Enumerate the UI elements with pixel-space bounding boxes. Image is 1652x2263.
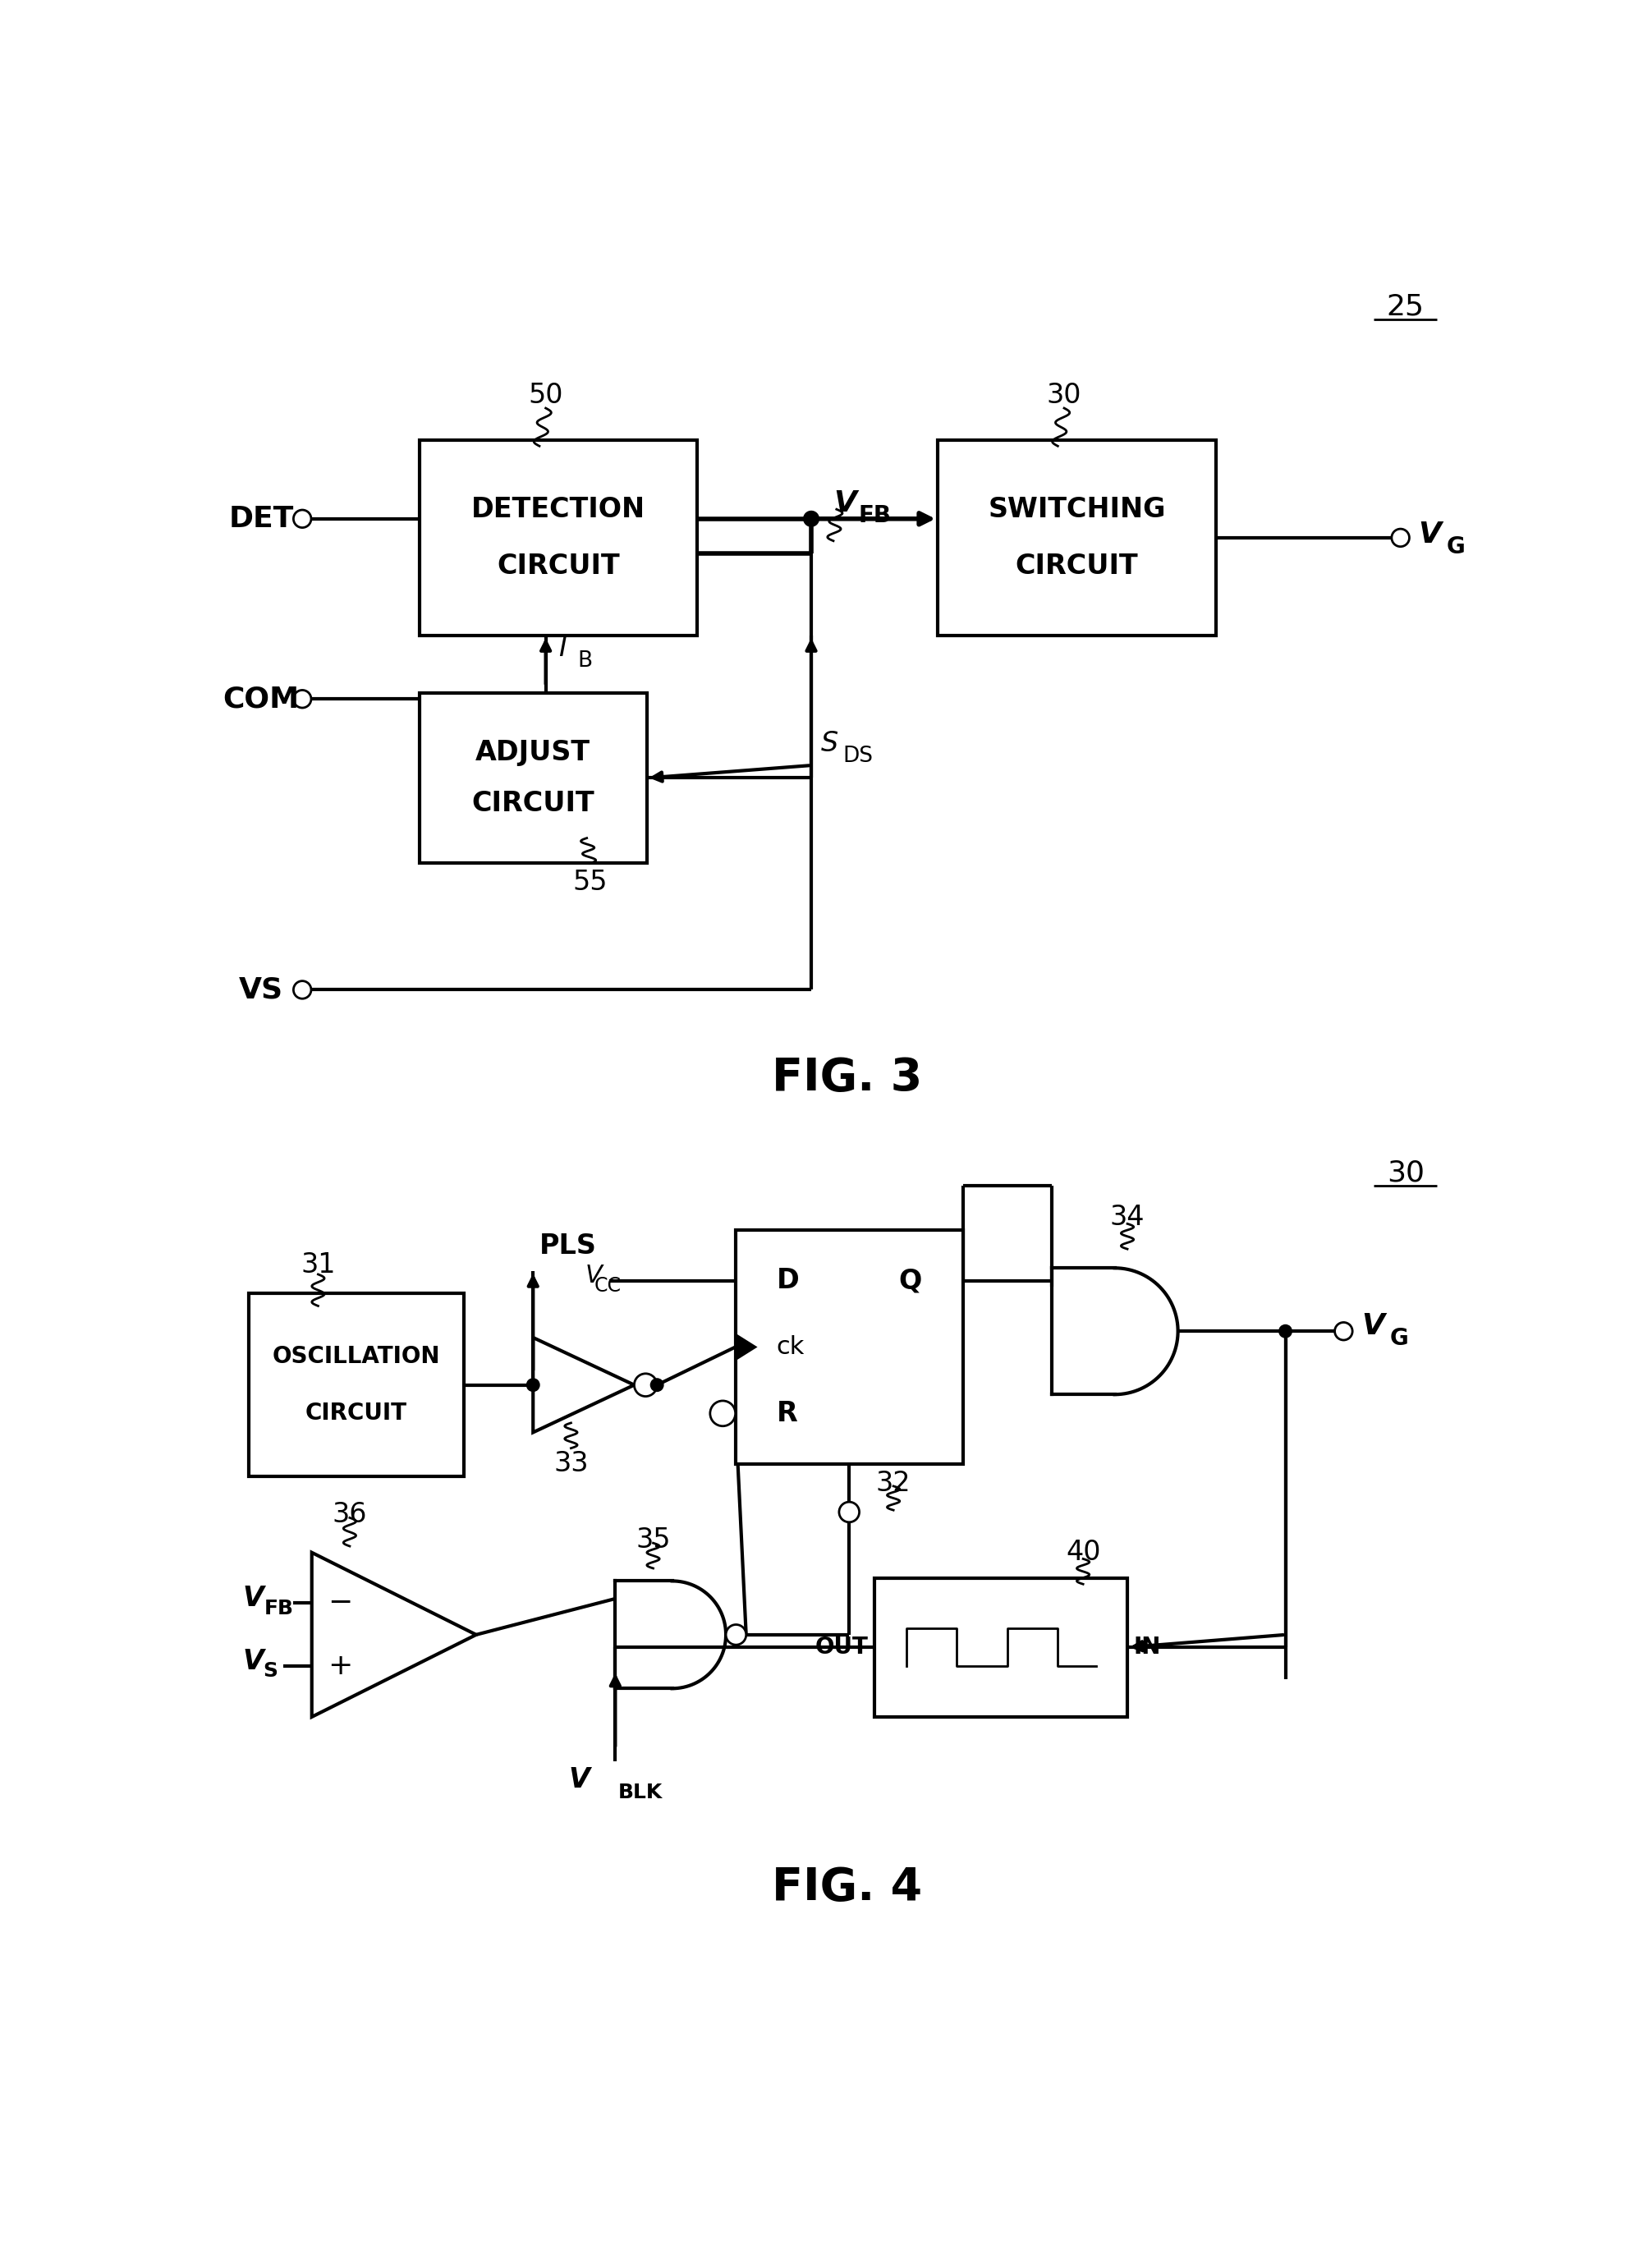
Bar [420, 692, 648, 864]
Text: VS: VS [240, 975, 284, 1005]
Bar [735, 1231, 963, 1464]
Bar [874, 1577, 1127, 1718]
Circle shape [294, 509, 311, 527]
Circle shape [710, 1401, 735, 1426]
Text: OUT: OUT [814, 1636, 869, 1659]
Circle shape [294, 980, 311, 998]
Text: 30: 30 [1047, 382, 1082, 410]
Circle shape [649, 1378, 664, 1392]
Text: 50: 50 [529, 382, 563, 410]
Text: OSCILLATION: OSCILLATION [273, 1344, 439, 1369]
Text: 40: 40 [1066, 1539, 1100, 1566]
Text: Q: Q [899, 1267, 922, 1294]
Text: V: V [243, 1584, 263, 1611]
Text: 34: 34 [1110, 1204, 1145, 1231]
Text: ADJUST: ADJUST [476, 740, 590, 767]
Text: DS: DS [843, 745, 874, 767]
Text: 30: 30 [1386, 1159, 1424, 1188]
Circle shape [1279, 1324, 1292, 1337]
Circle shape [725, 1625, 747, 1645]
Text: FIG. 4: FIG. 4 [771, 1865, 922, 1910]
Text: D: D [776, 1267, 800, 1294]
Text: V: V [1417, 520, 1441, 548]
Circle shape [839, 1503, 859, 1523]
Bar [248, 1292, 464, 1478]
Circle shape [634, 1374, 657, 1396]
Polygon shape [534, 1337, 634, 1432]
Text: G: G [1447, 536, 1465, 559]
Text: DETECTION: DETECTION [471, 496, 646, 523]
Circle shape [294, 690, 311, 708]
Text: S: S [263, 1661, 278, 1681]
Text: +: + [327, 1652, 354, 1681]
Text: B: B [577, 649, 591, 672]
Text: 35: 35 [636, 1525, 671, 1552]
Text: I: I [558, 636, 567, 663]
Text: V: V [243, 1647, 263, 1675]
Text: R: R [776, 1401, 798, 1428]
Text: V: V [833, 489, 856, 516]
Circle shape [1391, 530, 1409, 548]
Text: V: V [568, 1767, 590, 1795]
Text: DET: DET [228, 505, 294, 532]
Text: CIRCUIT: CIRCUIT [471, 790, 595, 817]
Text: CIRCUIT: CIRCUIT [1016, 552, 1138, 579]
Text: G: G [1389, 1328, 1409, 1351]
Text: V: V [1361, 1313, 1384, 1340]
Text: 31: 31 [301, 1251, 335, 1279]
Text: CC: CC [595, 1276, 621, 1294]
Text: −: − [327, 1589, 352, 1618]
Polygon shape [312, 1552, 476, 1718]
Text: COM: COM [223, 686, 299, 713]
Text: IN: IN [1133, 1636, 1161, 1659]
Text: 36: 36 [332, 1500, 367, 1528]
Text: SWITCHING: SWITCHING [988, 496, 1166, 523]
Polygon shape [735, 1333, 758, 1360]
Bar [938, 439, 1216, 636]
Text: 25: 25 [1386, 292, 1424, 321]
Text: FB: FB [264, 1598, 294, 1618]
Circle shape [803, 511, 819, 527]
Text: 32: 32 [876, 1469, 910, 1496]
Circle shape [1335, 1322, 1353, 1340]
Text: FB: FB [859, 505, 892, 527]
Text: 33: 33 [553, 1451, 588, 1478]
Circle shape [525, 1378, 540, 1392]
Text: V: V [585, 1263, 603, 1288]
Text: 55: 55 [573, 869, 608, 896]
Text: BLK: BLK [618, 1783, 662, 1804]
Text: FIG. 3: FIG. 3 [771, 1057, 922, 1100]
Text: CIRCUIT: CIRCUIT [497, 552, 620, 579]
Text: S: S [821, 729, 838, 756]
Bar [420, 439, 697, 636]
Text: PLS: PLS [540, 1233, 596, 1260]
Text: CIRCUIT: CIRCUIT [306, 1401, 406, 1426]
Text: ck: ck [776, 1335, 805, 1360]
